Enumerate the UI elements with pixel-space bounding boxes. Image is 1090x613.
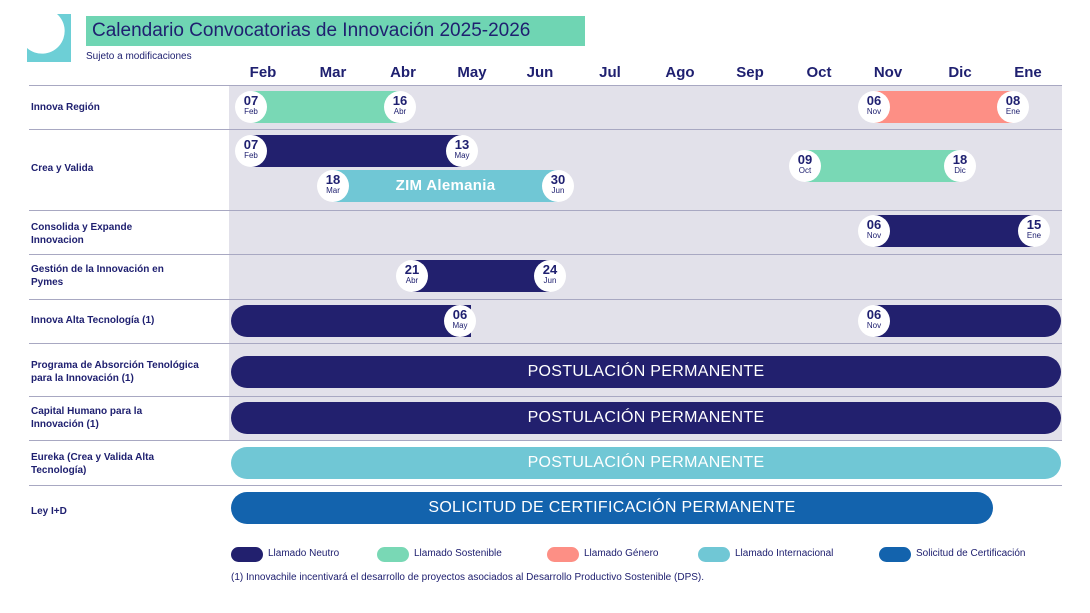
bar-label-permanente: POSTULACIÓN PERMANENTE (527, 409, 765, 426)
date-badge: 08 Ene (997, 91, 1029, 123)
bar-neutro (874, 305, 1061, 337)
date-badge: 06 May (444, 305, 476, 337)
date-badge: 06 Nov (858, 91, 890, 123)
legend-label: Solicitud de Certificación (916, 548, 1026, 559)
logo-icon (27, 14, 71, 62)
date-badge: 30 Jun (542, 170, 574, 202)
bar-label-permanente: POSTULACIÓN PERMANENTE (527, 363, 765, 380)
legend-swatch-neutro (231, 547, 263, 562)
bar-internacional (333, 170, 558, 202)
month-header: Ene (1014, 64, 1042, 81)
legend-label: Llamado Internacional (735, 548, 834, 559)
row-label-absorcion-tecnologica: Programa de Absorción Tenológica para la… (31, 360, 199, 384)
row-divider (29, 440, 1062, 441)
row-label-ley-id: Ley I+D (31, 506, 67, 517)
month-header: Jun (526, 64, 554, 81)
row-divider (29, 343, 1062, 344)
month-header: Dic (948, 64, 972, 81)
row-label-capital-humano: Capital Humano para la Innovación (1) (31, 406, 143, 430)
month-header: Oct (806, 64, 832, 81)
row-label-innova-region: Innova Región (31, 102, 100, 113)
legend-swatch-genero (547, 547, 579, 562)
date-badge: 06 Nov (858, 305, 890, 337)
row-divider (29, 485, 1062, 486)
bar-neutro (251, 135, 462, 167)
date-badge: 06 Nov (858, 215, 890, 247)
month-header: Sep (736, 64, 764, 81)
bar-sostenible (805, 150, 960, 182)
legend-label: Llamado Género (584, 548, 659, 559)
page-title: Calendario Convocatorias de Innovación 2… (86, 16, 585, 46)
bar-neutro (874, 215, 1034, 247)
row-divider (29, 129, 1062, 130)
row-divider (29, 254, 1062, 255)
row-divider (29, 85, 1062, 86)
date-badge: 18 Dic (944, 150, 976, 182)
bar-label-zim: ZIM Alemania (395, 177, 496, 194)
bar-sostenible (251, 91, 400, 123)
legend-label: Llamado Sostenible (414, 548, 502, 559)
month-header: Nov (873, 64, 903, 81)
row-label-consolida: Consolida y Expande Innovacion (31, 222, 133, 246)
bar-neutro (231, 402, 1061, 434)
row-label-innova-alta-tecnologia: Innova Alta Tecnología (1) (31, 315, 155, 326)
row-divider (29, 299, 1062, 300)
month-header: Feb (249, 64, 277, 81)
row-label-gestion-pymes: Gestión de la Innovación en Pymes (31, 264, 164, 288)
month-header: Ago (665, 64, 695, 81)
month-header: Mar (319, 64, 347, 81)
bar-internacional (231, 447, 1061, 479)
legend-swatch-sostenible (377, 547, 409, 562)
legend-swatch-internacional (698, 547, 730, 562)
row-divider (29, 210, 1062, 211)
date-badge: 13 May (446, 135, 478, 167)
bar-neutro (231, 305, 471, 337)
bar-neutro (231, 356, 1061, 388)
date-badge: 16 Abr (384, 91, 416, 123)
legend-label: Llamado Neutro (268, 548, 340, 559)
date-badge: 09 Oct (789, 150, 821, 182)
month-header: Jul (599, 64, 621, 81)
bar-label-permanente: POSTULACIÓN PERMANENTE (527, 454, 765, 471)
page-subtitle: Sujeto a modificaciones (86, 51, 192, 62)
bar-certificacion (231, 492, 993, 524)
row-label-eureka: Eureka (Crea y Valida Alta Tecnología) (31, 452, 155, 476)
row-divider (29, 396, 1062, 397)
date-badge: 07 Feb (235, 91, 267, 123)
date-badge: 24 Jun (534, 260, 566, 292)
date-badge: 15 Ene (1018, 215, 1050, 247)
month-header: Abr (390, 64, 416, 81)
bar-genero (874, 91, 1013, 123)
date-badge: 07 Feb (235, 135, 267, 167)
footnote: (1) Innovachile incentivará el desarroll… (231, 572, 705, 583)
month-header: May (457, 64, 487, 81)
bar-label-certificacion: SOLICITUD DE CERTIFICACIÓN PERMANENTE (428, 499, 796, 516)
row-label-crea-y-valida: Crea y Valida (31, 163, 94, 174)
date-badge: 18 Mar (317, 170, 349, 202)
date-badge: 21 Abr (396, 260, 428, 292)
bar-neutro (412, 260, 550, 292)
legend-swatch-certificacion (879, 547, 911, 562)
